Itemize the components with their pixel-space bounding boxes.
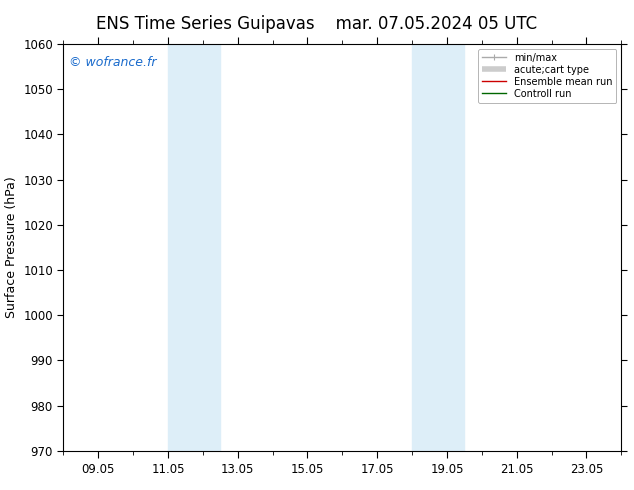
Text: © wofrance.fr: © wofrance.fr [69,56,157,69]
Y-axis label: Surface Pressure (hPa): Surface Pressure (hPa) [4,176,18,318]
Bar [412,44,464,451]
Legend: min/max, acute;cart type, Ensemble mean run, Controll run: min/max, acute;cart type, Ensemble mean … [478,49,616,102]
Text: ENS Time Series Guipavas    mar. 07.05.2024 05 UTC: ENS Time Series Guipavas mar. 07.05.2024… [96,15,538,33]
Bar [168,44,221,451]
